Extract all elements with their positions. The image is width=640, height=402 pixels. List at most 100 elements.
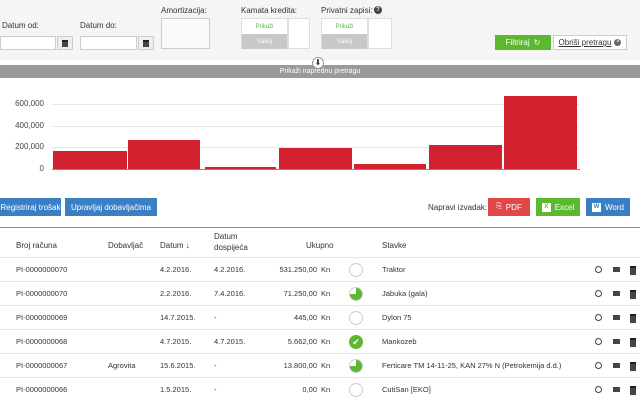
excel-icon: X xyxy=(541,202,551,212)
view-icon[interactable] xyxy=(595,338,602,345)
items: Traktor xyxy=(382,265,406,274)
delete-icon[interactable] xyxy=(630,266,636,275)
interest-hide-option[interactable]: Sakrij xyxy=(242,34,287,49)
export-label: Napravi izvadak: xyxy=(428,203,488,212)
filter-button[interactable]: Filtriraj ↻ xyxy=(495,35,551,50)
clear-icon: × xyxy=(614,39,622,46)
chart-bar[interactable] xyxy=(429,145,502,169)
chart-bar[interactable] xyxy=(504,95,577,169)
invoice-no[interactable]: PI-0000000070 xyxy=(16,265,68,274)
invoice-no[interactable]: PI-0000000066 xyxy=(16,385,68,394)
y-tick-label: 400,000 xyxy=(15,121,44,130)
invoice-no[interactable]: PI-0000000069 xyxy=(16,313,68,322)
delete-icon[interactable] xyxy=(630,362,636,371)
header-items: Stavke xyxy=(382,241,407,250)
invoice-no[interactable]: PI-0000000068 xyxy=(16,337,68,346)
print-icon[interactable] xyxy=(613,291,620,296)
y-tick-label: 0 xyxy=(39,164,44,173)
private-label: Privatni zapisi: xyxy=(321,6,373,15)
view-icon[interactable] xyxy=(595,362,602,369)
view-icon[interactable] xyxy=(595,266,602,273)
table-row[interactable]: PI-0000000070 2.2.2016. 7.4.2016. 71.250,00… xyxy=(0,281,640,306)
chart-bar[interactable] xyxy=(128,139,200,169)
table-row[interactable]: PI-0000000067 Agrovita 15.6.2015. - 13.800,0… xyxy=(0,353,640,378)
date-from-input[interactable] xyxy=(0,36,56,50)
invoice-no[interactable]: PI-0000000070 xyxy=(16,289,68,298)
gridline xyxy=(52,104,580,105)
export-excel-button[interactable]: X Excel xyxy=(536,198,580,216)
view-icon[interactable] xyxy=(595,290,602,297)
payment-status-pie xyxy=(349,287,363,301)
amount: 71.250,00 xyxy=(283,289,317,298)
currency: Kn xyxy=(321,385,331,394)
clear-search-label: Obriši pretragu xyxy=(558,38,612,47)
print-icon[interactable] xyxy=(613,387,620,392)
print-icon[interactable] xyxy=(613,363,620,368)
calendar-icon xyxy=(62,39,68,47)
x-axis-line xyxy=(52,169,580,170)
payment-status-pie xyxy=(349,311,363,325)
view-icon[interactable] xyxy=(595,386,602,393)
private-hide-option[interactable]: Sakrij xyxy=(322,34,367,49)
delete-icon[interactable] xyxy=(630,338,636,347)
chart-bar[interactable] xyxy=(53,150,127,169)
calendar-icon xyxy=(143,39,149,47)
gridline xyxy=(52,147,580,148)
y-tick-label: 200,000 xyxy=(15,142,44,151)
date-from-calendar-button[interactable] xyxy=(57,36,73,50)
chart-bar[interactable] xyxy=(354,164,426,169)
interest-show-option[interactable]: Prikaži xyxy=(242,19,287,35)
table-row[interactable]: PI-0000000068 4.7.2015. 4.7.2015. 5.662,00 K… xyxy=(0,329,640,354)
print-icon[interactable] xyxy=(613,339,620,344)
date: 15.6.2015. xyxy=(160,361,196,370)
invoice-no[interactable]: PI-0000000067 xyxy=(16,361,68,370)
header-total[interactable]: Ukupno xyxy=(306,241,334,250)
print-icon[interactable] xyxy=(613,267,620,272)
manage-suppliers-button[interactable]: Upravljaj dobavljačima xyxy=(65,198,157,216)
amortization-toggle[interactable] xyxy=(161,18,210,49)
header-due-date[interactable]: Datum dospijeća xyxy=(214,231,248,253)
manage-suppliers-label: Upravljaj dobavljačima xyxy=(70,202,152,212)
items: Dylon 75 xyxy=(382,313,412,322)
payment-status-pie xyxy=(349,383,363,397)
interest-extra-box xyxy=(288,18,310,49)
due-date: 4.2.2016. xyxy=(214,265,246,274)
view-icon[interactable] xyxy=(595,314,602,321)
header-supplier[interactable]: Dobavljač xyxy=(108,241,144,250)
date: 2.2.2016. xyxy=(160,289,192,298)
supplier: Agrovita xyxy=(108,361,136,370)
delete-icon[interactable] xyxy=(630,290,636,299)
due-date: - xyxy=(214,361,217,370)
header-date[interactable]: Datum ↓ xyxy=(160,241,190,250)
export-word-button[interactable]: W Word xyxy=(586,198,630,216)
table-row[interactable]: PI-0000000066 1.5.2015. - 0,00 Kn CutiSan [EK… xyxy=(0,377,640,402)
table-row[interactable]: PI-0000000070 4.2.2016. 4.2.2016. 531.250,0… xyxy=(0,257,640,282)
items: CutiSan [EKO] xyxy=(382,385,431,394)
print-icon[interactable] xyxy=(613,315,620,320)
header-invoice-no[interactable]: Broj računa xyxy=(16,241,57,250)
items: Ferticare TM 14-11-25, KAN 27% N (Petrok… xyxy=(382,361,562,370)
date: 14.7.2015. xyxy=(160,313,196,322)
table-row[interactable]: PI-0000000069 14.7.2015. - 445,00 Kn Dylon 75 xyxy=(0,305,640,330)
private-toggle: Prikaži Sakrij xyxy=(321,18,368,49)
y-tick-label: 600,000 xyxy=(15,99,44,108)
excel-label: Excel xyxy=(554,202,575,212)
amount: 5.662,00 xyxy=(287,337,317,346)
help-icon[interactable]: ? xyxy=(374,6,382,14)
date-to-calendar-button[interactable] xyxy=(138,36,154,50)
advanced-search-bar[interactable]: Prikaži naprednu pretragu xyxy=(0,65,640,78)
delete-icon[interactable] xyxy=(630,386,636,395)
register-cost-button[interactable]: Registriraj trošak xyxy=(0,198,61,216)
clear-search-button[interactable]: Obriši pretragu × xyxy=(553,35,627,50)
chart-bar[interactable] xyxy=(279,148,352,169)
expand-icon[interactable]: ⬇ xyxy=(312,57,324,69)
delete-icon[interactable] xyxy=(630,314,636,323)
date: 4.7.2015. xyxy=(160,337,192,346)
private-show-option[interactable]: Prikaži xyxy=(322,19,367,35)
amount: 13.800,00 xyxy=(283,361,317,370)
date-to-input[interactable] xyxy=(80,36,137,50)
chart-bar[interactable] xyxy=(205,166,276,169)
export-pdf-button[interactable]: ⎘ PDF xyxy=(488,198,530,216)
date: 1.5.2015. xyxy=(160,385,192,394)
amount: 0,00 xyxy=(302,385,317,394)
